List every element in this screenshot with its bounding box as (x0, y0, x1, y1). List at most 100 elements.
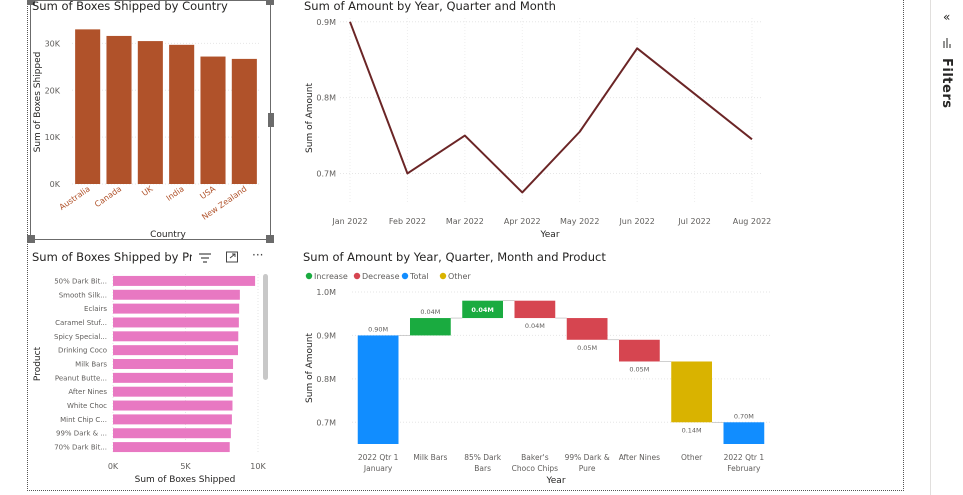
bar (113, 414, 232, 425)
bar (409, 318, 451, 336)
bar (200, 56, 226, 185)
bar (137, 41, 163, 185)
y-tick-label: White Choc (67, 402, 107, 410)
filters-label[interactable]: Filters (939, 58, 954, 109)
bar (113, 331, 239, 342)
legend-label: Decrease (362, 272, 400, 281)
x-tick-label: 10K (250, 462, 266, 471)
y-tick-label: 0.7M (316, 418, 336, 427)
x-tick-label: Choco Chips (512, 464, 559, 473)
x-axis-label: Year (539, 230, 559, 240)
more-options-icon[interactable]: ··· (252, 248, 264, 262)
bar (113, 428, 231, 439)
collapse-pane-button[interactable]: « (943, 10, 951, 24)
y-tick-label: Eclairs (84, 305, 107, 313)
x-tick-label: After Nines (619, 453, 660, 462)
filter-lines-icon[interactable] (198, 252, 212, 264)
legend-marker (439, 272, 447, 280)
data-label: 0.14M (682, 426, 702, 434)
y-tick-label: Spicy Special... (54, 333, 107, 341)
chart-title: Sum of Amount by Year, Quarter and Month (304, 0, 556, 13)
x-tick-label: Australia (58, 184, 92, 212)
waterfall-chart-svg: Increase Decrease Total Other 0.7M 0.8M 0.9M 1.… (305, 272, 770, 486)
chart-title: Sum of Amount by Year, Quarter, Month an… (303, 250, 606, 264)
y-tick-label: 70% Dark Bit... (54, 444, 107, 452)
bar (462, 300, 504, 319)
bar (723, 422, 765, 444)
y-tick-label: 10K (45, 133, 61, 142)
x-tick-label: February (727, 464, 761, 473)
y-tick-label: Drinking Coco (58, 347, 107, 355)
filters-pane: « Filters (930, 0, 963, 495)
legend-marker (353, 272, 361, 280)
y-tick-label: 50% Dark Bit... (54, 277, 107, 285)
legend-label: Other (448, 272, 471, 281)
data-label: 0.04M (420, 308, 440, 316)
data-label: 0.90M (368, 325, 388, 333)
y-tick-label: 20K (45, 86, 61, 95)
report-canvas (27, 0, 904, 491)
bar (357, 335, 399, 444)
series-line (349, 21, 753, 194)
x-tick-label: Milk Bars (413, 453, 447, 462)
x-tick-label: May 2022 (560, 217, 599, 226)
filter-icon (943, 38, 951, 48)
chart-title: Sum of Boxes Shipped by Produ (32, 250, 192, 264)
x-tick-label: Other (681, 453, 703, 462)
chart-amount-by-month[interactable]: Sum of Amount by Year, Quarter and Month… (300, 0, 775, 242)
y-axis-label: Sum of Amount (305, 333, 315, 403)
bar (113, 442, 230, 453)
y-tick-label: 0.8M (316, 375, 336, 384)
x-axis-label: Country (150, 230, 186, 240)
x-tick-label: India (165, 184, 186, 203)
y-tick-label: Peanut Butte... (55, 374, 107, 382)
y-tick-label: 0.8M (316, 94, 336, 103)
data-label: 0.05M (629, 365, 649, 373)
bar (113, 303, 240, 314)
legend-label: Increase (314, 272, 348, 281)
line-chart-svg: 0.7M 0.8M 0.9M Jan 2022 Feb 2022 Mar 2022 Apr … (305, 18, 771, 240)
x-tick-label: 2022 Qtr 1 (724, 453, 765, 462)
y-tick-label: 0K (50, 180, 61, 189)
x-tick-label: Feb 2022 (389, 217, 426, 226)
y-axis-label: Product (33, 346, 43, 381)
x-tick-label: 85% Dark (464, 453, 502, 462)
y-tick-label: 1.0M (316, 288, 336, 297)
hbar-chart-svg: 0K 5K 10K 50% Dark Bit... Smooth Silk... Ecla… (33, 274, 268, 485)
chart-boxes-by-country[interactable]: Sum of Boxes Shipped by Country 0K 10K 20K… (30, 0, 271, 240)
bar (231, 58, 257, 184)
x-tick-label: Bars (474, 464, 491, 473)
y-tick-label: Smooth Silk... (59, 291, 107, 299)
data-label: 0.05M (577, 344, 597, 352)
bar (75, 29, 101, 184)
x-tick-label: UK (140, 184, 155, 198)
x-tick-label: Apr 2022 (504, 217, 541, 226)
x-tick-label: 5K (180, 462, 191, 471)
x-tick-label: Jan 2022 (331, 217, 367, 226)
scrollbar-thumb[interactable] (263, 274, 268, 380)
legend-marker (305, 272, 313, 280)
chart-boxes-by-product[interactable]: Sum of Boxes Shipped by Produ ··· 0K 5K 10… (30, 248, 275, 488)
y-tick-label: After Nines (68, 388, 107, 396)
x-tick-label: 2022 Qtr 1 (358, 453, 399, 462)
bar (113, 400, 233, 411)
focus-mode-icon[interactable] (225, 251, 239, 263)
chart-amount-waterfall[interactable]: Sum of Amount by Year, Quarter, Month an… (300, 248, 780, 490)
x-axis-label: Year (545, 476, 565, 486)
x-tick-label: Canada (93, 184, 123, 209)
y-tick-label: 99% Dark & ... (56, 430, 107, 438)
chart-title: Sum of Boxes Shipped by Country (32, 0, 228, 13)
bar (671, 361, 713, 423)
bar (106, 35, 132, 184)
y-axis-label: Sum of Boxes Shipped (33, 52, 43, 153)
bar (169, 44, 195, 184)
x-tick-label: Jul 2022 (677, 217, 711, 226)
y-axis-label: Sum of Amount (305, 83, 315, 153)
data-label: 0.04M (525, 322, 545, 330)
y-tick-label: 0.7M (316, 169, 336, 178)
y-tick-label: Milk Bars (75, 361, 107, 369)
y-tick-label: 30K (45, 39, 61, 48)
bar (113, 372, 233, 383)
y-tick-label: Caramel Stuf... (55, 319, 107, 327)
